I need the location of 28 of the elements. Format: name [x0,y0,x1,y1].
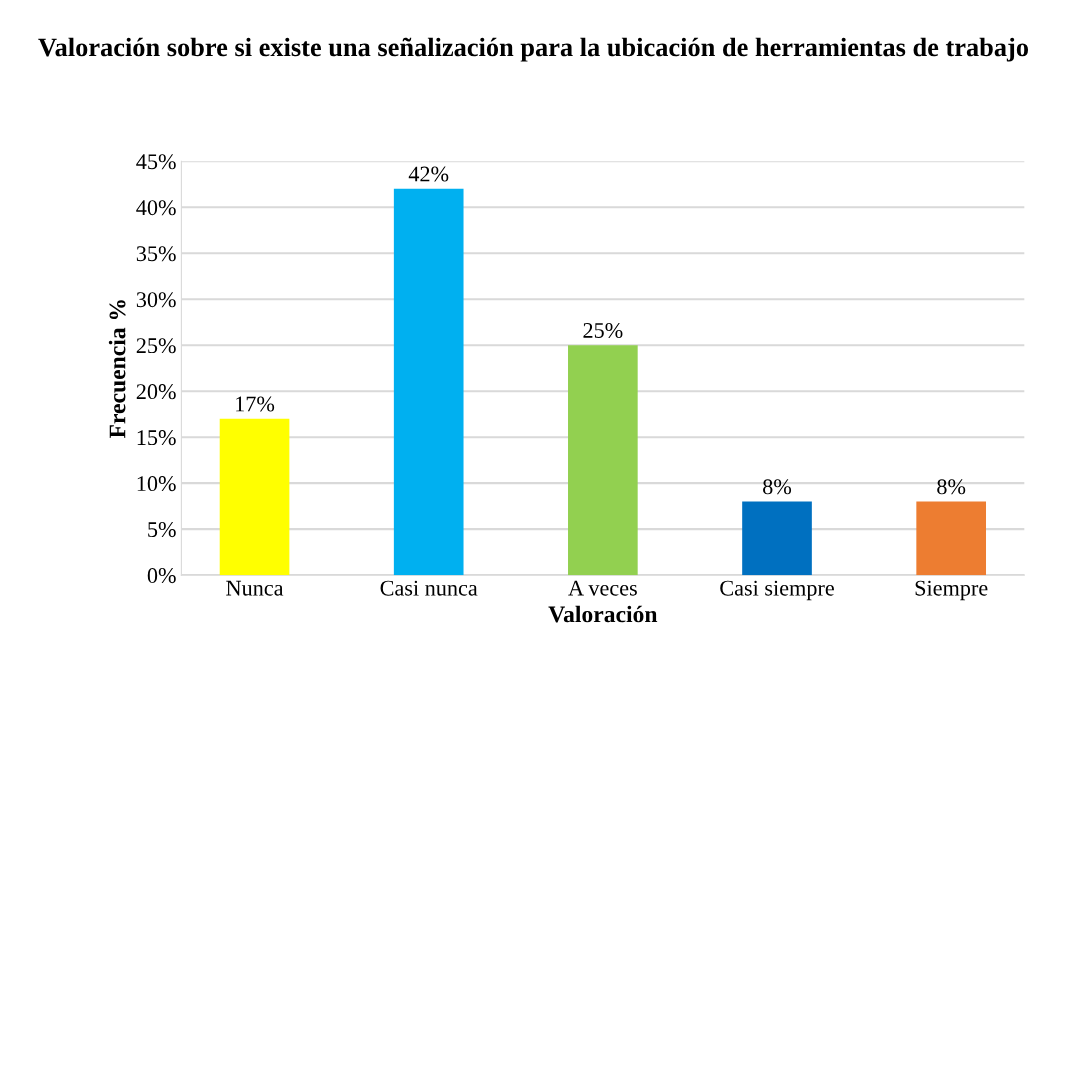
y-tick-label: 15% [137,430,176,446]
y-tick-label: 5% [148,522,176,538]
y-axis-title: Frecuencia % [108,300,126,439]
y-tick-label: 0% [147,568,176,584]
bar [568,345,638,576]
y-tick-label: 20% [136,384,176,400]
x-tick-label: Casi siempre [720,580,834,601]
bar [393,188,464,576]
y-tick-label: 25% [136,338,176,354]
data-label: 8% [937,479,966,495]
data-label: 42% [408,166,449,182]
y-tick-label: 35% [136,246,176,262]
data-label: 25% [583,322,623,338]
y-tick-label: 45% [136,154,176,170]
chart-title: Valoración sobre si existe una señalización para la ubicación de herramientas de trabajo [38,37,1029,62]
bar [219,418,290,576]
x-tick-label: Nunca [226,580,284,596]
bar [916,501,987,576]
y-tick-label: 30% [136,292,176,308]
data-label: 8% [763,479,792,495]
y-tick-label: 10% [137,476,176,492]
x-tick-label: Casi nunca [380,580,478,596]
y-tick-label: 40% [136,200,176,216]
data-label: 17% [236,396,275,412]
x-tick-label: Siempre [915,580,988,601]
bar [742,501,812,576]
x-tick-label: A veces [568,580,637,596]
x-axis-title: Valoración [548,605,658,623]
